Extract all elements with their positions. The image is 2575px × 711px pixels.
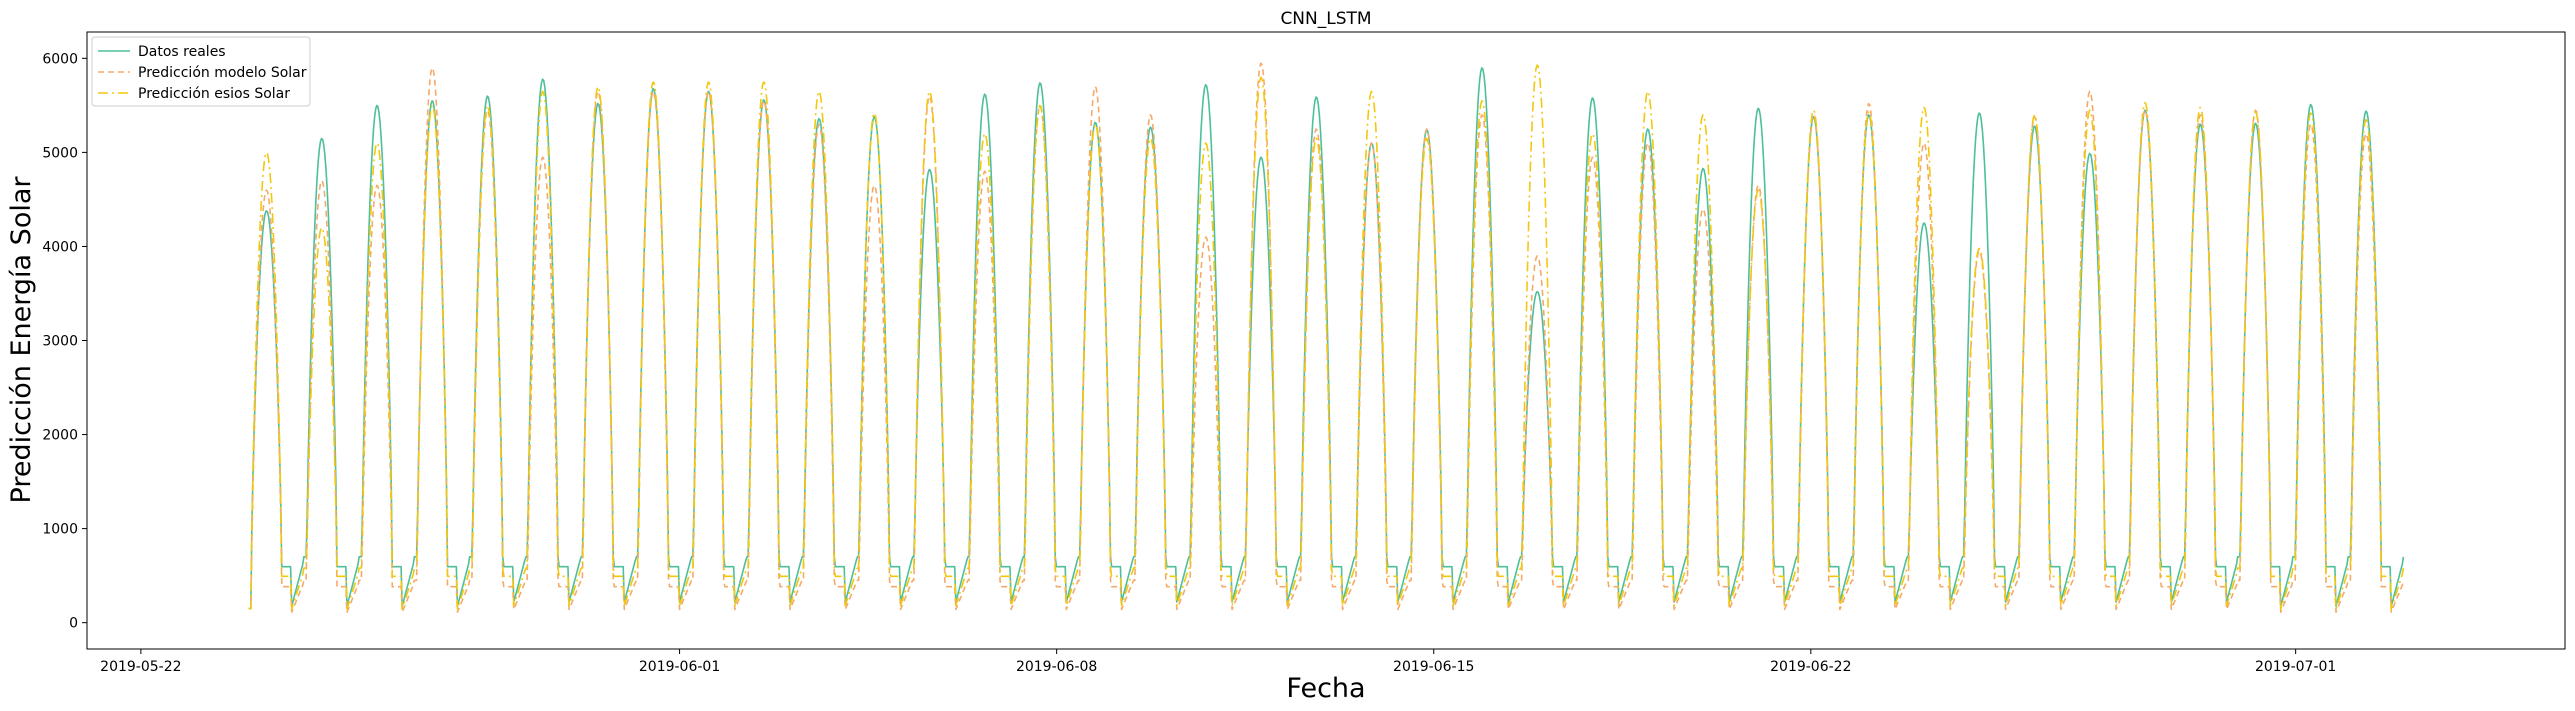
y-tick-label: 5000: [42, 145, 78, 161]
chart-title: CNN_LSTM: [1280, 9, 1371, 29]
legend: Datos reales Predicción modelo Solar Pre…: [91, 36, 311, 107]
x-tick-label: 2019-06-01: [639, 659, 720, 675]
legend-label-datos-reales: Datos reales: [138, 44, 226, 60]
x-axis-title: Fecha: [1286, 673, 1365, 704]
y-tick-label: 1000: [42, 522, 78, 538]
legend-label-prediccion-modelo: Predicción modelo Solar: [138, 65, 307, 81]
y-tick-label: 6000: [42, 51, 78, 67]
x-tick-label: 2019-06-22: [1770, 659, 1851, 675]
y-axis-title: Predicción Energía Solar: [6, 176, 37, 504]
ticks-group: 2019-05-22 2019-06-01 2019-06-08 2019-06-15…: [42, 51, 2336, 675]
plot-frame: [86, 31, 2566, 650]
legend-frame: [91, 36, 311, 107]
y-tick-label: 0: [69, 616, 78, 632]
y-tick-label: 2000: [42, 428, 78, 444]
y-tick-label: 3000: [42, 334, 78, 350]
legend-label-prediccion-esios: Predicción esios Solar: [138, 86, 290, 102]
x-tick-label: 2019-06-08: [1016, 659, 1097, 675]
series-line-2: [248, 64, 2405, 610]
series-group: [248, 62, 2405, 613]
x-tick-label: 2019-06-15: [1393, 659, 1474, 675]
x-tick-label: 2019-07-01: [2255, 659, 2336, 675]
series-line-1: [248, 62, 2405, 613]
y-tick-label: 4000: [42, 239, 78, 255]
x-tick-label: 2019-05-22: [100, 659, 181, 675]
